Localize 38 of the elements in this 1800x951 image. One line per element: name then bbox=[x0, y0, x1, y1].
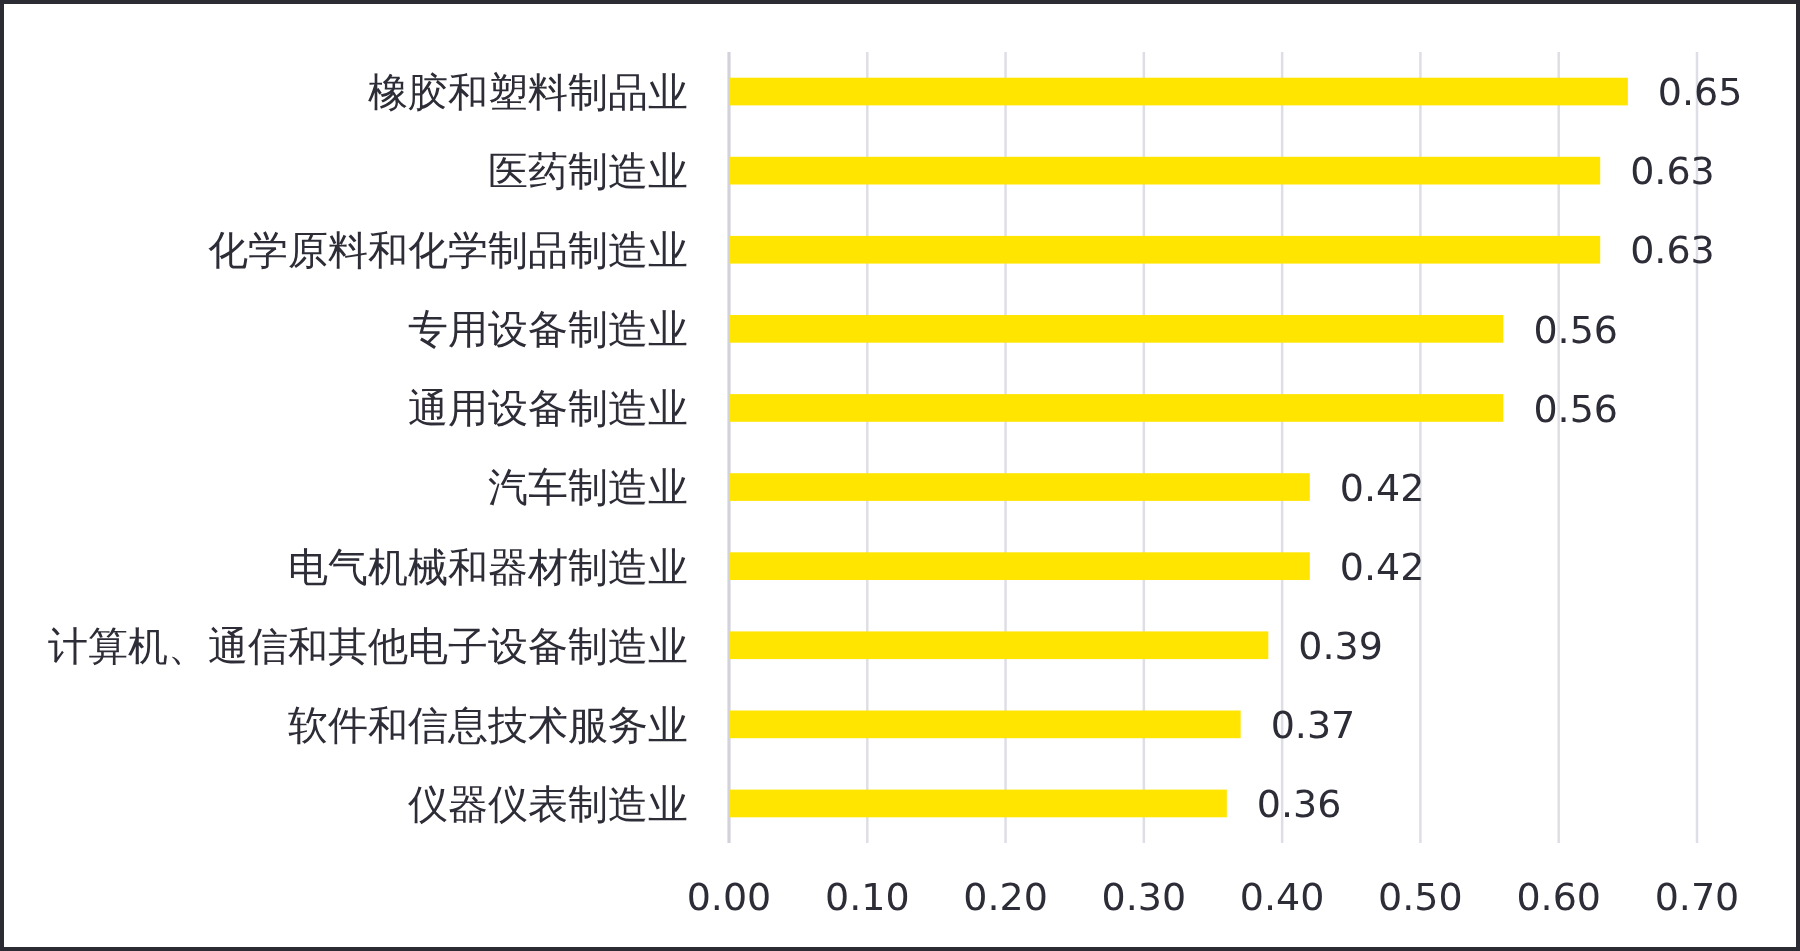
data-label: 0.42 bbox=[1339, 544, 1425, 589]
data-label: 0.56 bbox=[1533, 386, 1619, 431]
x-tick-label: 0.40 bbox=[1239, 874, 1325, 919]
bar bbox=[729, 394, 1504, 422]
y-tick-label: 通用设备制造业 bbox=[408, 385, 688, 432]
bar bbox=[729, 789, 1227, 818]
x-tick-label: 0.20 bbox=[963, 874, 1048, 919]
y-tick-label: 汽车制造业 bbox=[488, 464, 688, 511]
y-tick-label: 计算机、通信和其他电子设备制造业 bbox=[48, 622, 688, 669]
x-tick-label: 0.30 bbox=[1101, 874, 1187, 919]
bar bbox=[729, 710, 1241, 739]
bar bbox=[729, 156, 1601, 185]
bar bbox=[729, 473, 1310, 501]
data-label: 0.39 bbox=[1298, 623, 1383, 668]
y-tick-label: 专用设备制造业 bbox=[408, 306, 688, 353]
x-tick-label: 0.10 bbox=[824, 874, 910, 919]
data-label: 0.63 bbox=[1630, 228, 1715, 273]
y-tick-label: 仪器仪表制造业 bbox=[408, 780, 688, 827]
x-tick-label: 0.70 bbox=[1654, 874, 1740, 919]
y-tick-label: 橡胶和塑料制品业 bbox=[368, 68, 688, 115]
bar bbox=[729, 315, 1504, 343]
x-tick-label: 0.60 bbox=[1516, 874, 1602, 919]
y-tick-label: 电气机械和器材制造业 bbox=[288, 543, 688, 590]
bar bbox=[729, 552, 1310, 580]
x-tick-label: 0.00 bbox=[686, 874, 772, 919]
data-label: 0.63 bbox=[1630, 149, 1715, 194]
bar bbox=[729, 235, 1601, 264]
data-label: 0.37 bbox=[1270, 703, 1356, 748]
y-tick-label: 软件和信息技术服务业 bbox=[288, 701, 688, 748]
x-tick-label: 0.50 bbox=[1378, 874, 1463, 919]
bar bbox=[729, 77, 1628, 106]
y-tick-label: 医药制造业 bbox=[488, 148, 688, 195]
data-label: 0.42 bbox=[1339, 465, 1425, 510]
bar bbox=[729, 631, 1269, 660]
data-label: 0.65 bbox=[1657, 70, 1743, 115]
data-label: 0.36 bbox=[1256, 782, 1342, 827]
data-label: 0.56 bbox=[1533, 307, 1619, 352]
y-tick-label: 化学原料和化学制品制造业 bbox=[208, 227, 688, 274]
